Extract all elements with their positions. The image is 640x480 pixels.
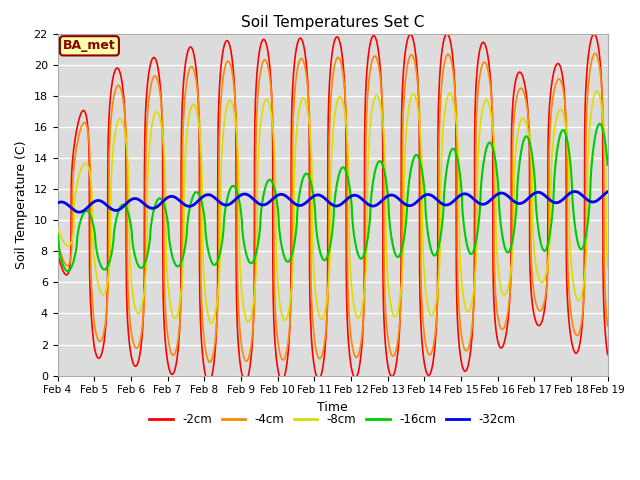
Text: BA_met: BA_met xyxy=(63,39,116,52)
-2cm xyxy=(593,37,601,43)
-16cm xyxy=(149,210,157,216)
-32cm xyxy=(116,206,124,212)
-16cm xyxy=(596,121,604,127)
-16cm xyxy=(265,177,273,183)
-2cm xyxy=(149,55,157,61)
-2cm xyxy=(443,31,451,36)
-2cm xyxy=(54,251,61,257)
-8cm xyxy=(149,118,157,123)
-32cm xyxy=(571,189,579,194)
-16cm xyxy=(593,125,601,131)
-2cm xyxy=(205,380,212,385)
X-axis label: Time: Time xyxy=(317,401,348,414)
-32cm xyxy=(149,205,157,211)
-16cm xyxy=(54,231,61,237)
-4cm xyxy=(149,75,157,81)
-2cm xyxy=(265,54,273,60)
-16cm xyxy=(604,162,611,168)
-16cm xyxy=(64,268,72,274)
-2cm xyxy=(604,352,611,358)
Line: -8cm: -8cm xyxy=(58,91,607,323)
-16cm xyxy=(534,221,541,227)
Line: -4cm: -4cm xyxy=(58,53,607,362)
Y-axis label: Soil Temperature (C): Soil Temperature (C) xyxy=(15,141,28,269)
-8cm xyxy=(289,272,296,277)
Legend: -2cm, -4cm, -8cm, -16cm, -32cm: -2cm, -4cm, -8cm, -16cm, -32cm xyxy=(145,409,520,431)
-2cm xyxy=(289,88,296,94)
-4cm xyxy=(534,306,541,312)
Title: Soil Temperatures Set C: Soil Temperatures Set C xyxy=(241,15,424,30)
-8cm xyxy=(116,116,124,122)
-4cm xyxy=(604,323,611,329)
-4cm xyxy=(593,53,601,59)
-8cm xyxy=(208,320,216,326)
-8cm xyxy=(265,99,273,105)
-4cm xyxy=(54,239,61,245)
-8cm xyxy=(604,264,611,270)
-2cm xyxy=(534,323,542,328)
-32cm xyxy=(265,200,273,205)
-32cm xyxy=(593,198,601,204)
-4cm xyxy=(591,50,599,56)
-8cm xyxy=(54,225,61,231)
-32cm xyxy=(76,209,83,215)
-32cm xyxy=(534,190,541,195)
-8cm xyxy=(593,88,601,94)
-4cm xyxy=(289,144,296,150)
-32cm xyxy=(289,199,296,205)
Line: -2cm: -2cm xyxy=(58,34,607,383)
-4cm xyxy=(265,67,273,73)
-4cm xyxy=(206,360,214,365)
-32cm xyxy=(604,189,611,195)
-32cm xyxy=(54,200,61,206)
-8cm xyxy=(534,272,541,277)
-4cm xyxy=(116,85,124,91)
-2cm xyxy=(116,71,124,76)
Line: -16cm: -16cm xyxy=(58,124,607,271)
Line: -32cm: -32cm xyxy=(58,192,607,212)
-16cm xyxy=(289,250,296,255)
-16cm xyxy=(116,204,124,210)
-8cm xyxy=(593,88,601,94)
